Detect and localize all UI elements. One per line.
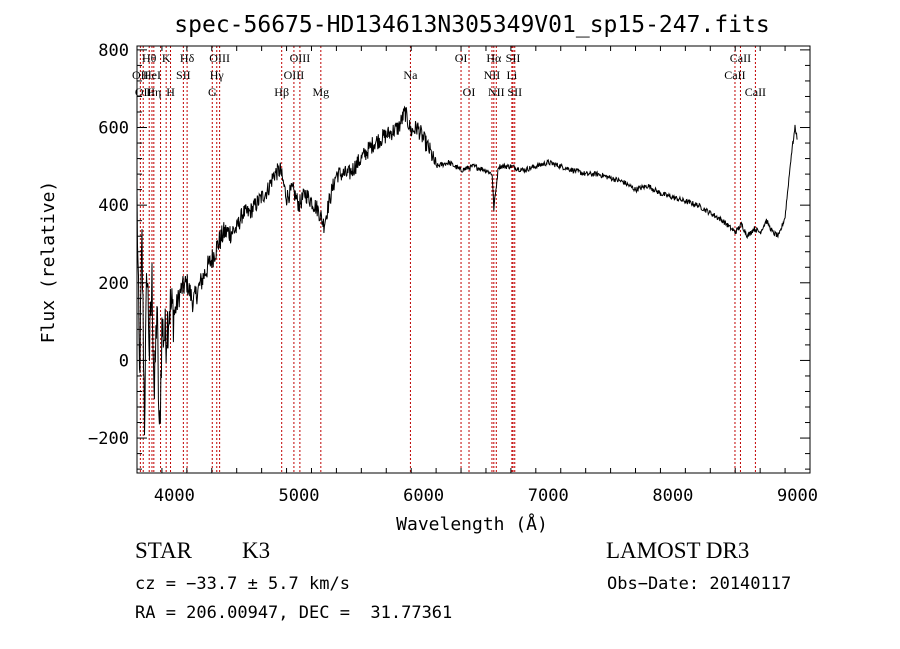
line-label: OII <box>135 85 152 99</box>
spectrum-series-line <box>136 105 798 436</box>
x-tick-label: 4000 <box>154 486 195 506</box>
line-label: SII <box>506 51 521 65</box>
line-label: H <box>166 85 175 99</box>
plot-frame <box>136 45 811 474</box>
line-label: NII <box>484 68 501 82</box>
obs-date: Obs−Date: 20140117 <box>607 574 792 594</box>
line-label: K <box>162 51 171 65</box>
y-tick-label: 600 <box>98 119 129 139</box>
chart-title: spec-56675-HD134613N305349V01_sp15-247.f… <box>174 12 769 38</box>
line-label: Hθ <box>142 51 157 65</box>
line-label: NII <box>488 85 505 99</box>
line-label: Na <box>403 68 418 82</box>
line-label: Li <box>507 68 518 82</box>
y-tick-label: 200 <box>98 274 129 294</box>
line-label: Hβ <box>274 85 289 99</box>
line-label: HeI <box>143 68 161 82</box>
line-label: OI <box>463 85 476 99</box>
redshift-text: cz = −33.7 ± 5.7 km/s <box>135 574 350 594</box>
y-axis-label: Flux (relative) <box>38 181 59 344</box>
line-label: OIII <box>284 68 305 82</box>
line-label: Hα <box>486 51 502 65</box>
line-label: Hδ <box>180 51 195 65</box>
line-label: OIII <box>209 51 230 65</box>
line-label: CaII <box>730 51 751 65</box>
y-tick-label: 800 <box>98 41 129 61</box>
line-markers <box>139 46 756 473</box>
x-tick-label: 6000 <box>403 486 444 506</box>
line-label: Hγ <box>210 68 225 82</box>
object-class: STAR <box>135 538 192 563</box>
coordinates-text: RA = 206.00947, DEC = 31.77361 <box>135 603 453 623</box>
line-label: SII <box>507 85 522 99</box>
line-label: Hη <box>146 85 161 99</box>
spectrum-chart: spec-56675-HD134613N305349V01_sp15-247.f… <box>38 12 818 535</box>
y-tick-label: −200 <box>88 429 129 449</box>
line-label: SII <box>176 68 191 82</box>
y-axis: −200 0 200 400 600 800 <box>88 41 810 470</box>
object-subclass: K3 <box>242 538 271 563</box>
line-label: OII <box>132 68 149 82</box>
y-tick-label: 400 <box>98 196 129 216</box>
x-axis: 4000 5000 6000 7000 8000 9000 <box>136 46 818 506</box>
x-tick-label: 7000 <box>528 486 569 506</box>
line-label: CaII <box>745 85 766 99</box>
line-labels: OIIOIIHθHeIHηKHSIIHδGHγOIIIHβOIIIOIIIMgN… <box>132 51 766 99</box>
x-tick-label: 5000 <box>279 486 320 506</box>
y-tick-label: 0 <box>119 351 129 371</box>
line-label: OI <box>455 51 468 65</box>
survey-name: LAMOST DR3 <box>606 538 750 563</box>
line-label: G <box>208 85 217 99</box>
line-label: OIII <box>290 51 311 65</box>
line-label: Mg <box>312 85 329 99</box>
x-tick-label: 9000 <box>777 486 818 506</box>
line-label: CaII <box>724 68 745 82</box>
x-axis-label: Wavelength (Å) <box>396 513 548 535</box>
x-tick-label: 8000 <box>652 486 693 506</box>
